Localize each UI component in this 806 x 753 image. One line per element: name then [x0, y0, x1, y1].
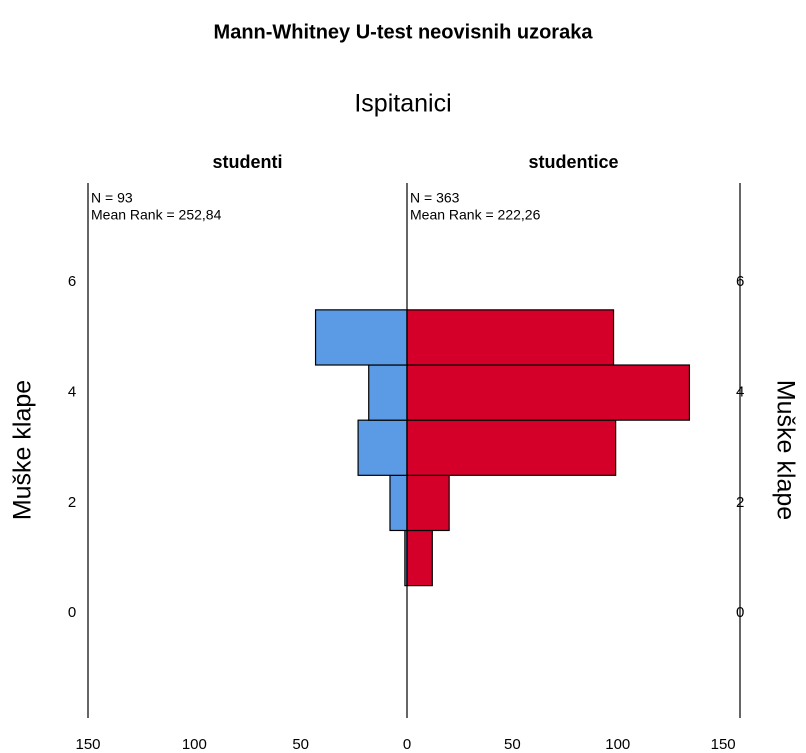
annotation: Mean Rank = 222,26	[410, 207, 541, 223]
bar	[357, 419, 408, 476]
y-tick-label: 4	[68, 384, 76, 401]
x-tick-label: 150	[711, 736, 736, 753]
y-axis-label: Muške klape	[9, 380, 37, 520]
bar	[368, 364, 408, 421]
y-tick-label: 0	[68, 604, 76, 621]
x-tick-label: 100	[605, 736, 630, 753]
x-tick-label: 50	[504, 736, 521, 753]
bar	[406, 364, 691, 421]
x-tick-label: 150	[75, 736, 100, 753]
y-axis-label-right: Muške klape	[771, 380, 799, 520]
y-tick-label: 6	[68, 273, 76, 290]
bar	[406, 474, 450, 532]
chart-subtitle: Ispitanici	[354, 90, 451, 118]
panel-title: studentice	[528, 152, 618, 172]
bar	[406, 309, 615, 366]
y-tick-label: 2	[68, 494, 76, 511]
bar	[314, 309, 408, 366]
annotation: N = 93	[91, 190, 133, 206]
panel-title: studenti	[213, 152, 283, 172]
bar	[406, 529, 433, 587]
annotation: N = 363	[410, 190, 460, 206]
x-tick-label: 0	[403, 736, 411, 753]
chart-title: Mann-Whitney U-test neovisnih uzoraka	[214, 21, 594, 43]
bar	[389, 474, 408, 532]
x-tick-label: 100	[182, 736, 207, 753]
annotation: Mean Rank = 252,84	[91, 207, 222, 223]
x-tick-label: 50	[292, 736, 309, 753]
bar	[406, 419, 617, 476]
